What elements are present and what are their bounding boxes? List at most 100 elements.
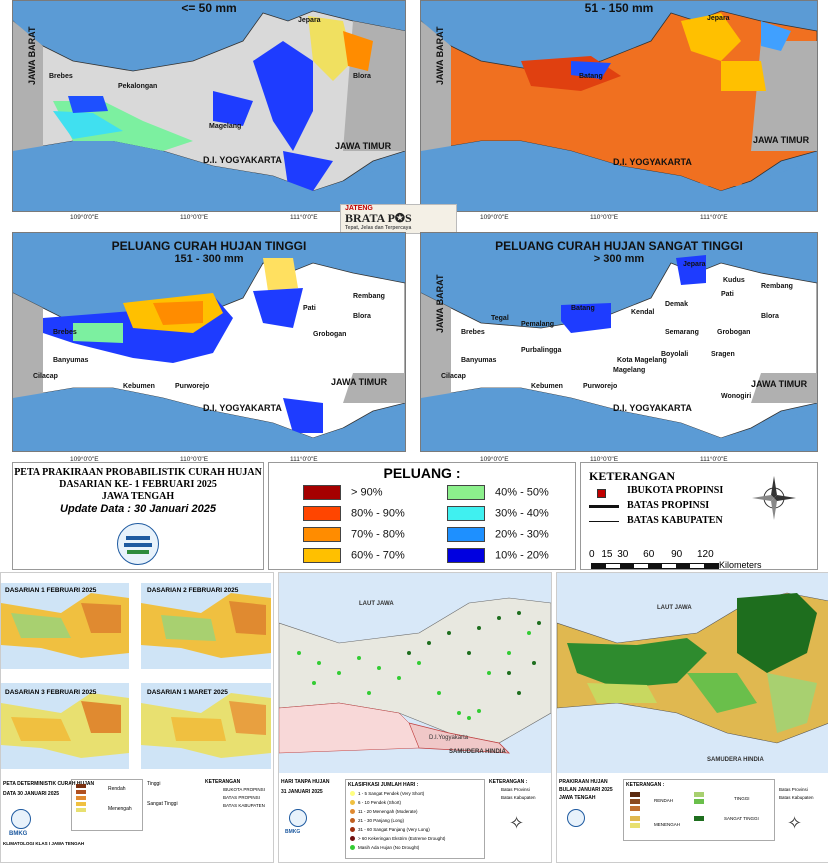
det-legend-sub: DATA 30 JANUARI 2025 bbox=[3, 791, 60, 797]
pkh-low: RENDAH bbox=[654, 798, 674, 803]
htk-sea-s: SAMUDERA HINDIA bbox=[449, 749, 506, 755]
coord-lon111: 111°0'0"E bbox=[700, 456, 728, 463]
region-diy: D.I. YOGYAKARTA bbox=[613, 403, 692, 413]
compass-icon: ✧ bbox=[787, 813, 803, 833]
label-kebumen: Kebumen bbox=[531, 383, 563, 390]
coord-lon111: 111°0'0"E bbox=[700, 214, 728, 221]
peluang-swatch bbox=[303, 506, 341, 521]
htk-keterangan: KETERANGAN : bbox=[489, 779, 528, 785]
scale-0: 0 bbox=[589, 549, 595, 560]
coord-lon111: 111°0'0"E bbox=[290, 214, 318, 221]
htk-dot-icon bbox=[350, 791, 355, 797]
htk-klas-item: Masih Ada Hujan (No Drought) bbox=[350, 845, 419, 851]
coord-lon110: 110°0'0"E bbox=[180, 456, 209, 463]
peluang-legend: PELUANG : > 90% 80% - 90% 70% - 80% 60% - 7… bbox=[268, 462, 576, 570]
label-jepara: Jepara bbox=[683, 261, 706, 268]
peluang-swatch bbox=[447, 485, 485, 500]
panel-title-line2: 151 - 300 mm bbox=[174, 253, 244, 265]
coord-lon109: 109°0'0"E bbox=[70, 456, 99, 463]
prakiraan-hujan-map: LAUT JAWA SAMUDERA HINDIA PRAKIRAAN HUJA… bbox=[556, 572, 828, 863]
pkh-legend: KETERANGAN : RENDAH MENENGAH TINGGI SANG… bbox=[623, 779, 775, 841]
label-kebumen: Kebumen bbox=[123, 383, 155, 390]
dasarian-title-4: DASARIAN 1 MARET 2025 bbox=[147, 689, 228, 696]
coord-lon109: 109°0'0"E bbox=[480, 456, 509, 463]
label-blora: Blora bbox=[353, 313, 371, 320]
peluang-item: 40% - 50% bbox=[447, 485, 549, 500]
info-box: PETA PRAKIRAAN PROBABILISTIK CURAH HUJAN… bbox=[12, 462, 264, 570]
peluang-swatch bbox=[447, 527, 485, 542]
coord-lon110: 110°0'0"E bbox=[590, 456, 619, 463]
pkh-keterangan: KETERANGAN : bbox=[626, 782, 665, 788]
dasarian-map-4 bbox=[141, 683, 271, 769]
label-banyumas: Banyumas bbox=[461, 357, 497, 364]
dasarian-title-2: DASARIAN 2 FEBRUARI 2025 bbox=[147, 587, 239, 594]
pkh-sea-n: LAUT JAWA bbox=[657, 605, 692, 611]
label-brebes: Brebes bbox=[461, 329, 485, 336]
htk-klas-item: > 60 Kekeringan Ekstrim (Extreme Drought… bbox=[350, 836, 445, 842]
peluang-swatch bbox=[303, 527, 341, 542]
pkh-mid: MENENGAH bbox=[654, 822, 681, 827]
peluang-item: 30% - 40% bbox=[447, 506, 549, 521]
peluang-swatch bbox=[303, 485, 341, 500]
peluang-label: 60% - 70% bbox=[351, 549, 405, 562]
scale-unit: Kilometers bbox=[719, 560, 762, 570]
label-batang: Batang bbox=[571, 305, 595, 312]
bmkg-logo-icon bbox=[567, 809, 585, 827]
htk-klas-item: 31 - 60 Sangat Panjang (Very Long) bbox=[350, 827, 430, 833]
det-bmkg: BMKG bbox=[9, 831, 28, 837]
region-diy: D.I. YOGYAKARTA bbox=[203, 155, 282, 165]
det-station: KLIMATOLOGI KLAS I JAWA TENGAH bbox=[3, 841, 85, 846]
capital-marker-icon bbox=[597, 489, 606, 498]
dasarian-title-3: DASARIAN 3 FEBRUARI 2025 bbox=[5, 689, 97, 696]
keterangan-title: KETERANGAN bbox=[589, 469, 676, 483]
htk-diy: D.I.Yogyakarta bbox=[429, 735, 469, 741]
info-line2: DASARIAN KE- 1 FEBRUARI 2025 bbox=[59, 479, 217, 490]
label-brebes: Brebes bbox=[49, 73, 73, 80]
label-magelang: Magelang bbox=[209, 123, 242, 130]
peluang-item: 70% - 80% bbox=[303, 527, 405, 542]
pkh-title1: PRAKIRAAN HUJAN bbox=[559, 779, 608, 785]
panel-title: 51 - 150 mm bbox=[584, 1, 654, 15]
map-panel-151-300: PELUANG CURAH HUJAN TINGGI 151 - 300 mm … bbox=[12, 232, 406, 452]
label-rembang: Rembang bbox=[353, 293, 385, 300]
hari-tanpa-hujan-map: LAUT JAWA SAMUDERA HINDIA D.I.Yogyakarta… bbox=[278, 572, 552, 863]
peluang-label: 20% - 30% bbox=[495, 528, 549, 541]
peluang-swatch bbox=[303, 548, 341, 563]
dasarian-map-3 bbox=[1, 683, 129, 769]
scale-bar bbox=[591, 563, 719, 569]
java-map-4 bbox=[421, 233, 817, 451]
peluang-label: 80% - 90% bbox=[351, 507, 405, 520]
htk-dot-icon bbox=[350, 809, 355, 815]
coord-lon109: 109°0'0"E bbox=[70, 214, 99, 221]
pkh-high: TINGGI bbox=[734, 796, 750, 801]
pkh-bk: Batas Kabupaten bbox=[779, 795, 814, 800]
label-kendal: Kendal bbox=[631, 309, 655, 316]
det-legend-low: Rendah bbox=[108, 786, 126, 792]
panel-title-line1: PELUANG CURAH HUJAN TINGGI bbox=[111, 239, 307, 253]
dasarian-map-1 bbox=[1, 583, 129, 669]
label-pati: Pati bbox=[303, 305, 316, 312]
htk-dot-icon bbox=[350, 836, 355, 842]
label-tegal: Tegal bbox=[491, 315, 509, 322]
bmkg-logo-icon bbox=[11, 809, 31, 829]
label-blora: Blora bbox=[353, 73, 371, 80]
bmkg-logo-icon bbox=[117, 523, 159, 565]
htk-dot-icon bbox=[350, 818, 355, 824]
htk-title: HARI TANPA HUJAN bbox=[281, 779, 330, 785]
panel-title-line2: > 300 mm bbox=[593, 253, 645, 265]
label-batang: Batang bbox=[579, 73, 603, 80]
region-jawa-barat: JAWA BARAT bbox=[435, 26, 445, 86]
scale-90: 90 bbox=[671, 549, 683, 560]
watermark-line2: BRATA P✪S bbox=[345, 211, 412, 225]
label-demak: Demak bbox=[665, 301, 688, 308]
region-jawa-timur: JAWA TIMUR bbox=[335, 141, 392, 151]
det-bp: BATAS PROPINSI bbox=[223, 795, 260, 800]
map-panel-51-150: 51 - 150 mm JAWA BARAT JAWA TIMUR D.I. Y… bbox=[420, 0, 818, 212]
scale-30: 30 bbox=[617, 549, 629, 560]
bmkg-logo-icon bbox=[289, 809, 307, 827]
scale-60: 60 bbox=[643, 549, 655, 560]
htk-klas-title: KLASIFIKASI JUMLAH HARI : bbox=[348, 782, 419, 788]
peluang-item: 20% - 30% bbox=[447, 527, 549, 542]
pkh-vhigh: SANGAT TINGGI bbox=[724, 816, 759, 821]
label-grobogan: Grobogan bbox=[717, 329, 751, 336]
